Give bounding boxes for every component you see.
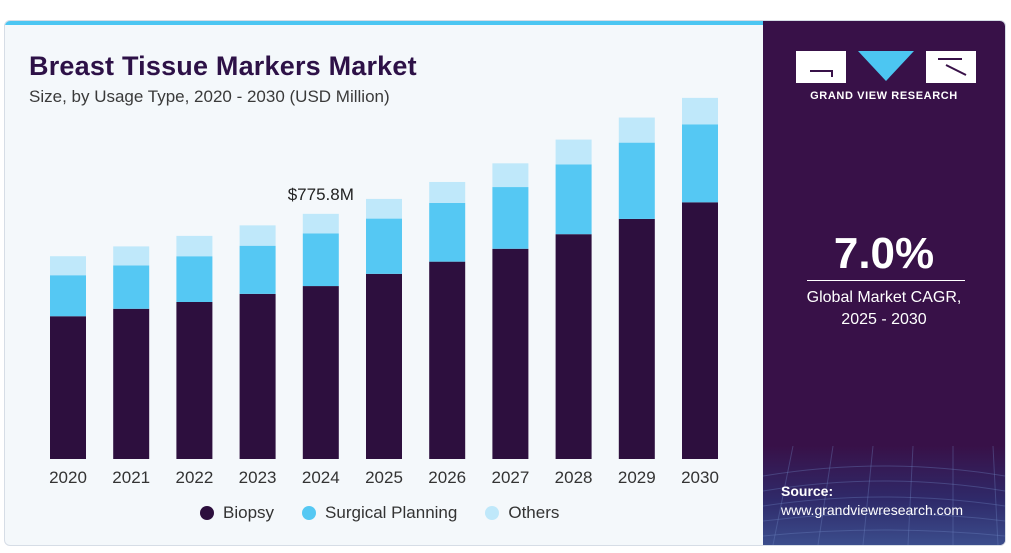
side-panel: GRAND VIEW RESEARCH 7.0% Global Market C… (763, 21, 1005, 545)
bar-biopsy-2030 (682, 202, 718, 460)
cagr-label: Global Market CAGR, 2025 - 2030 (763, 287, 1005, 331)
bar-surgical-planning-2029 (618, 142, 655, 219)
cagr-label-line2: 2025 - 2030 (841, 311, 927, 328)
x-tick-label-2021: 2021 (112, 468, 150, 487)
bar-surgical-planning-2027 (492, 187, 529, 249)
legend-item-others: Others (485, 503, 559, 523)
bar-biopsy-2023 (239, 293, 276, 459)
x-tick-label-2029: 2029 (618, 468, 656, 487)
bar-others-2026 (429, 181, 466, 203)
brand-name: GRAND VIEW RESEARCH (810, 90, 958, 102)
bar-others-2027 (492, 163, 529, 188)
legend-item-surgical-planning: Surgical Planning (302, 503, 457, 523)
bar-others-2024 (302, 213, 339, 234)
decorative-grid-graphic (763, 446, 1005, 545)
x-tick-label-2028: 2028 (555, 468, 593, 487)
x-tick-label-2025: 2025 (365, 468, 403, 487)
bar-biopsy-2029 (618, 218, 655, 459)
bar-biopsy-2027 (492, 248, 529, 459)
bar-biopsy-2020 (50, 316, 86, 459)
source-url[interactable]: www.grandviewresearch.com (781, 502, 964, 518)
cagr-value: 7.0% (833, 229, 935, 278)
value-callout-2024: $775.8M (288, 185, 354, 204)
legend-label-biopsy: Biopsy (223, 503, 275, 522)
stacked-bar-chart: 2020 2021 2022 2023 2024 $775.8M 2025 2026 2027 2… (49, 97, 719, 487)
x-tick-label-2024: 2024 (302, 468, 340, 487)
source-title: Source: (781, 483, 834, 499)
cagr-divider (807, 280, 965, 281)
x-tick-label-2023: 2023 (239, 468, 277, 487)
bar-others-2020 (50, 256, 86, 276)
chart-subtitle: Size, by Usage Type, 2020 - 2030 (USD Mi… (29, 87, 390, 106)
x-tick-label-2020: 2020 (49, 468, 87, 487)
bar-surgical-planning-2026 (429, 202, 466, 262)
legend-item-biopsy: Biopsy (200, 503, 274, 523)
x-tick-label-2027: 2027 (491, 468, 529, 487)
bar-biopsy-2025 (366, 273, 402, 459)
bar-surgical-planning-2022 (176, 256, 213, 303)
bar-others-2022 (176, 235, 213, 257)
legend-swatch-others (485, 506, 500, 520)
legend-label-others: Others (508, 503, 560, 522)
bar-others-2028 (555, 139, 592, 165)
bar-biopsy-2026 (429, 261, 466, 459)
bar-others-2029 (618, 117, 655, 143)
grand-view-research-logo (796, 51, 976, 83)
x-tick-label-2026: 2026 (428, 468, 466, 487)
bar-surgical-planning-2020 (50, 275, 86, 317)
bar-others-2023 (239, 225, 276, 246)
bar-surgical-planning-2025 (366, 218, 402, 274)
legend-label-surgical-planning: Surgical Planning (325, 503, 458, 522)
bar-others-2025 (366, 198, 402, 219)
legend-swatch-surgical-planning (302, 506, 317, 520)
infographic-card: Breast Tissue Markers Market Size, by Us… (4, 20, 1006, 546)
bar-surgical-planning-2028 (555, 164, 592, 235)
bar-surgical-planning-2023 (239, 245, 276, 294)
bar-biopsy-2022 (176, 302, 213, 459)
chart-legend: Biopsy Surgical Planning Others (200, 503, 559, 523)
bar-biopsy-2024 (302, 286, 339, 459)
chart-panel: Breast Tissue Markers Market Size, by Us… (5, 25, 765, 545)
top-accent-line (5, 21, 765, 25)
x-tick-label-2022: 2022 (175, 468, 213, 487)
bar-surgical-planning-2030 (682, 124, 718, 203)
source-area: Source: www.grandviewresearch.com (763, 446, 1005, 545)
bar-others-2030 (682, 97, 718, 125)
bar-surgical-planning-2024 (302, 233, 339, 287)
cagr-label-line1: Global Market CAGR, (806, 289, 962, 306)
legend-swatch-biopsy (200, 506, 214, 520)
chart-title: Breast Tissue Markers Market (29, 51, 417, 81)
bar-others-2021 (113, 246, 150, 266)
bar-biopsy-2021 (113, 308, 150, 459)
bar-surgical-planning-2021 (113, 265, 150, 309)
x-tick-label-2030: 2030 (681, 468, 719, 487)
bar-biopsy-2028 (555, 234, 592, 459)
